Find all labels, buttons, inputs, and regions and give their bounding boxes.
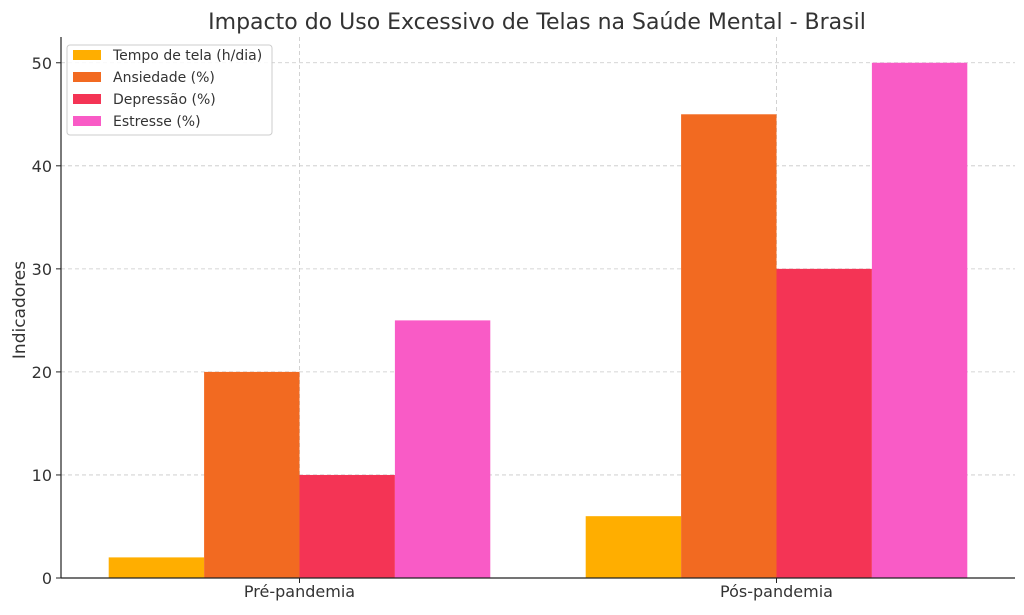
- bar: [585, 516, 682, 578]
- y-tick-label: 50: [32, 54, 52, 73]
- axes: [60, 37, 1015, 579]
- y-axis-label: Indicadores: [10, 261, 30, 359]
- bar: [681, 114, 777, 579]
- legend: Tempo de tela (h/dia) Ansiedade (%) Depres…: [66, 44, 273, 136]
- bar: [776, 268, 872, 578]
- y-tick-label: 30: [32, 260, 52, 279]
- chart-title: Impacto do Uso Excessivo de Telas na Saú…: [208, 10, 866, 35]
- y-tick-label: 40: [32, 157, 52, 176]
- y-tick-label: 10: [32, 466, 52, 485]
- legend-box: [66, 44, 273, 136]
- bar: [108, 557, 205, 578]
- legend-swatch: [73, 72, 101, 82]
- x-tick-label: Pré-pandemia: [244, 582, 355, 601]
- bar: [394, 320, 491, 578]
- tick-labels: 0 10 20 30 40 50 Pré-pandemia Pós-pandemia: [32, 54, 833, 601]
- legend-swatch: [73, 50, 101, 60]
- legend-swatch: [73, 116, 101, 126]
- bar: [204, 371, 300, 578]
- x-tick-label: Pós-pandemia: [720, 582, 833, 601]
- legend-label: Estresse (%): [113, 114, 201, 130]
- legend-label: Tempo de tela (h/dia): [112, 48, 262, 64]
- y-tick-label: 0: [42, 569, 52, 588]
- bar: [871, 62, 968, 579]
- legend-label: Depressão (%): [113, 92, 216, 108]
- bars: [108, 62, 968, 579]
- y-tick-label: 20: [32, 363, 52, 382]
- legend-label: Ansiedade (%): [113, 70, 215, 86]
- bar: [299, 474, 395, 578]
- legend-swatch: [73, 94, 101, 104]
